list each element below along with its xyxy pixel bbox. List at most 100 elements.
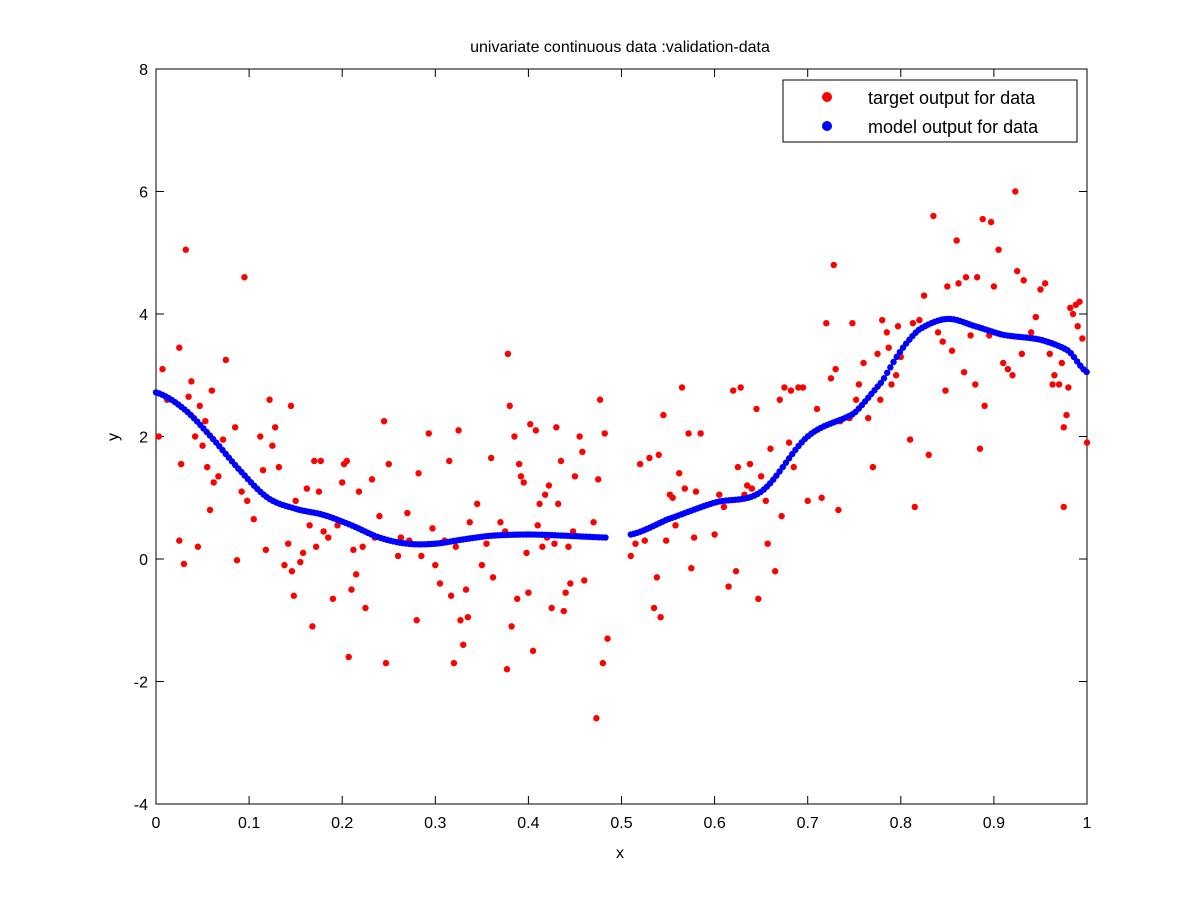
target-point	[865, 414, 872, 422]
target-point	[257, 433, 264, 440]
target-point	[692, 488, 700, 495]
target-point	[394, 552, 402, 560]
data-points	[152, 188, 1091, 722]
target-point	[942, 387, 949, 394]
target-point	[939, 338, 946, 345]
target-point	[525, 589, 532, 596]
target-point	[196, 402, 203, 410]
target-point	[653, 574, 661, 581]
target-point	[930, 212, 937, 220]
target-point	[548, 604, 555, 612]
target-point	[551, 540, 558, 547]
target-point	[562, 589, 569, 596]
target-point	[222, 356, 230, 364]
target-point	[601, 430, 608, 437]
target-point	[1020, 277, 1027, 284]
target-point	[176, 344, 183, 351]
target-point	[515, 460, 523, 468]
legend: target output for data model output for …	[782, 79, 1078, 143]
target-point	[764, 540, 771, 547]
target-point	[650, 604, 658, 612]
x-tick-label: 0.7	[797, 815, 819, 832]
target-point	[532, 427, 540, 434]
target-point	[1000, 359, 1007, 367]
target-point	[339, 479, 346, 486]
target-point	[911, 503, 918, 511]
legend-marker-model	[822, 121, 832, 131]
model-point	[890, 358, 897, 366]
target-point	[271, 424, 279, 431]
target-point	[1058, 359, 1066, 367]
target-point	[452, 543, 459, 550]
target-point	[1063, 411, 1070, 419]
target-point	[1037, 286, 1044, 293]
target-point	[350, 546, 357, 554]
target-point	[748, 485, 756, 492]
target-point	[632, 540, 639, 547]
target-point	[590, 519, 597, 526]
target-point	[348, 586, 355, 593]
x-tick-label: 0.4	[517, 815, 539, 832]
model-point	[887, 364, 894, 371]
target-point	[916, 316, 923, 324]
target-point	[981, 402, 988, 410]
target-point	[553, 424, 560, 431]
target-point	[185, 393, 192, 400]
target-point	[973, 274, 981, 281]
target-point	[376, 512, 383, 520]
target-point	[210, 479, 217, 486]
target-point	[579, 448, 586, 456]
target-point	[906, 436, 914, 443]
target-point	[855, 381, 863, 388]
target-point	[885, 344, 892, 351]
target-point	[877, 396, 884, 403]
target-point	[878, 316, 886, 324]
target-point	[299, 549, 307, 557]
target-point	[1041, 280, 1049, 287]
target-point	[571, 473, 579, 480]
target-point	[827, 375, 835, 382]
target-point	[285, 540, 292, 547]
model-point	[602, 534, 609, 541]
legend-marker-target	[822, 92, 832, 102]
target-point	[541, 491, 549, 498]
target-point	[204, 463, 211, 471]
target-point	[1049, 381, 1056, 388]
target-point	[527, 421, 534, 428]
target-point	[1060, 424, 1067, 431]
model-point	[880, 375, 888, 382]
target-point	[883, 329, 891, 336]
target-point	[1046, 350, 1053, 358]
target-point	[955, 280, 962, 287]
target-point	[355, 488, 363, 495]
target-point	[503, 666, 511, 673]
target-point	[990, 283, 998, 290]
target-point	[362, 604, 369, 612]
target-point	[231, 424, 239, 431]
target-point	[604, 635, 611, 642]
target-point	[1065, 384, 1072, 391]
target-point	[560, 607, 567, 615]
target-point	[397, 534, 405, 541]
target-point	[447, 592, 455, 599]
target-point	[1079, 335, 1086, 342]
target-point	[325, 534, 332, 541]
target-point	[290, 592, 297, 599]
model-point	[896, 348, 904, 356]
y-tick-label: 8	[139, 62, 148, 79]
target-point	[489, 574, 497, 581]
target-point	[730, 387, 737, 394]
target-point	[281, 561, 288, 569]
target-point	[678, 384, 686, 391]
target-point	[380, 417, 388, 425]
target-point	[309, 623, 316, 630]
target-point	[177, 460, 185, 468]
target-point	[655, 451, 662, 459]
target-point	[869, 463, 877, 471]
target-point	[345, 653, 352, 661]
target-point	[757, 473, 765, 480]
target-point	[483, 540, 490, 547]
target-point	[1018, 350, 1026, 358]
